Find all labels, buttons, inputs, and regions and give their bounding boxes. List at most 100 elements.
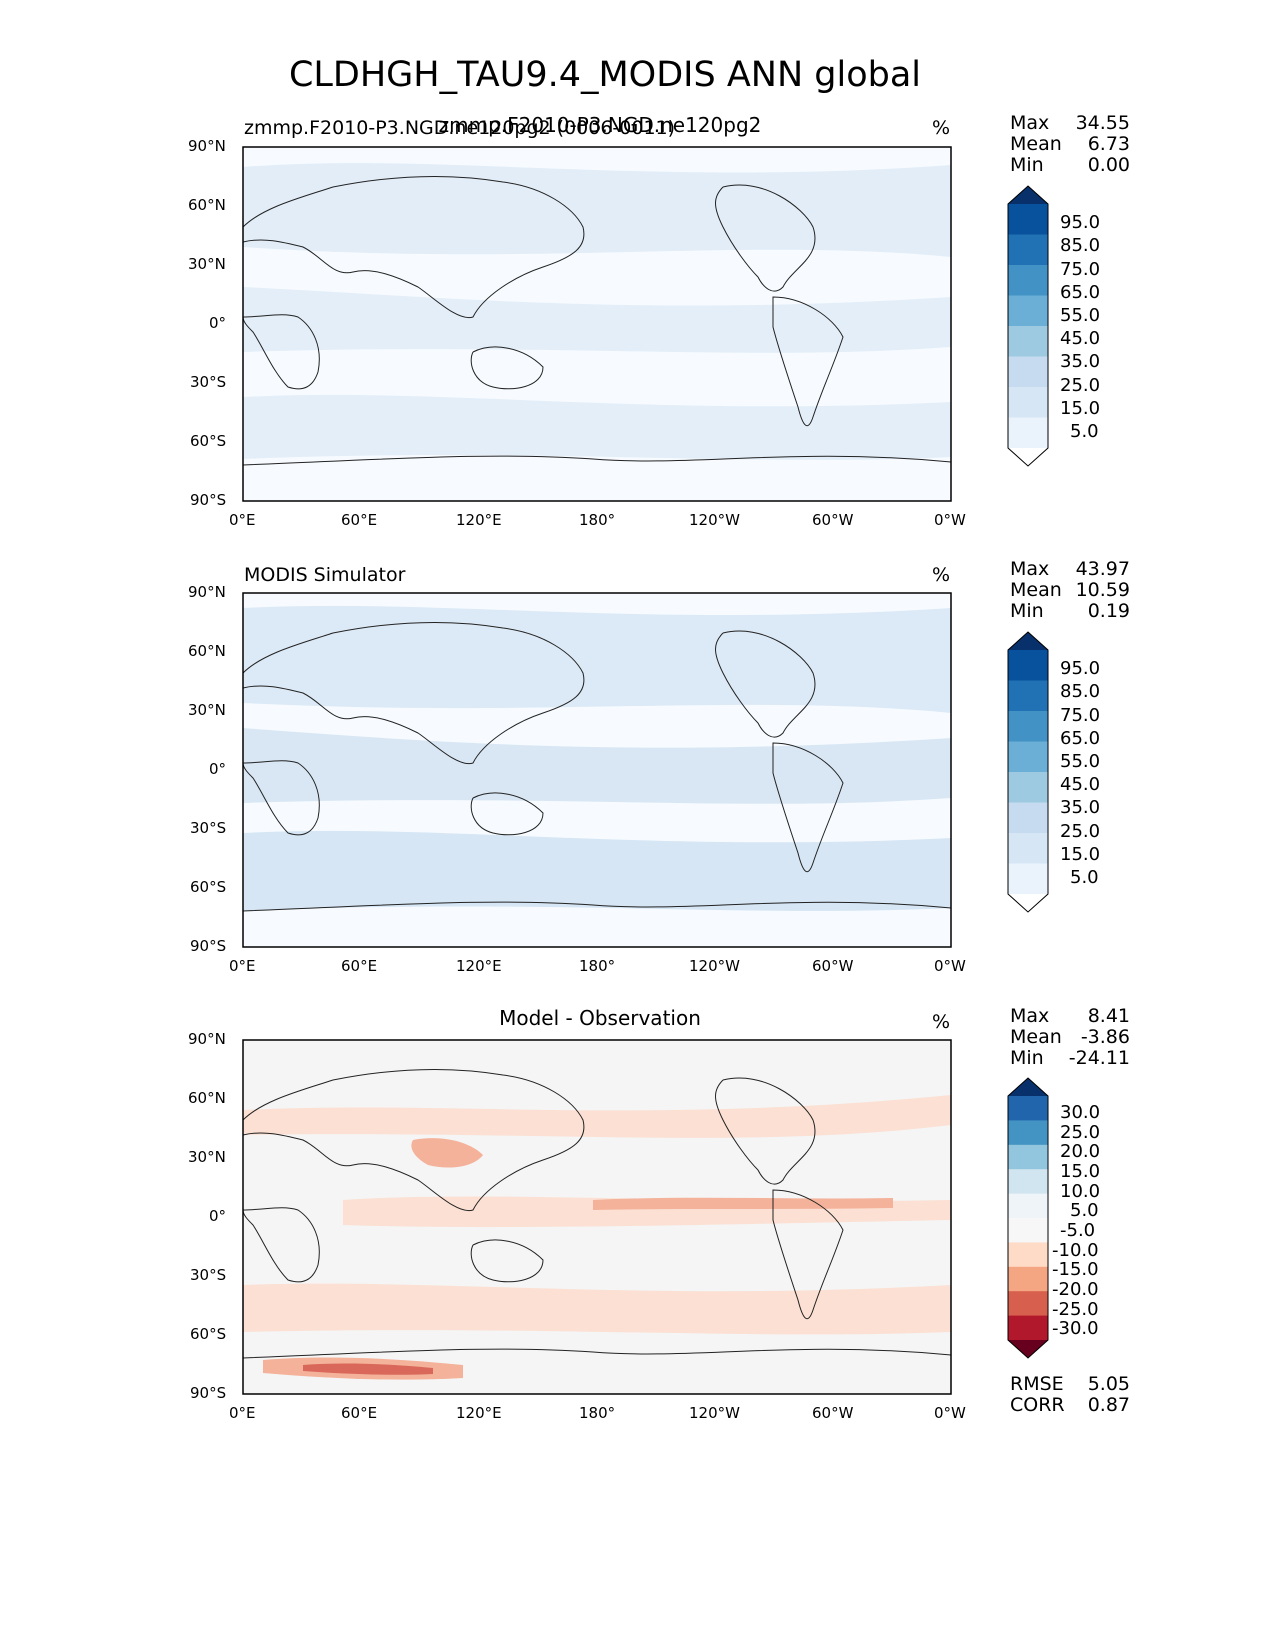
panel2-stat-min-value: 0.19 [1087,600,1130,622]
panel3-lon-tick: 120°E [456,1404,502,1422]
diff-band-north [243,1095,951,1138]
panel2-colorbar-tick: 35.0 [1060,797,1101,818]
panel1-colorbar-tick: 65.0 [1060,282,1101,303]
panel3-lon-tick: 60°W [812,1404,854,1422]
panel3-colorbar-tick: 15.0 [1060,1161,1101,1182]
panel1-center-label: zmmp.F2010-P3.NGD.ne120pg2 [438,113,762,137]
colorbar-segment [1008,204,1048,235]
panel3-corr-label: CORR [1010,1394,1065,1416]
colorbar-outline [1007,185,1049,467]
colorbar-outline [1007,1077,1049,1359]
panel1-colorbar-tick: 75.0 [1060,259,1101,280]
colorbar-segment [1008,295,1048,327]
map-frame [242,146,952,502]
panel1-lat-tick: 30°S [190,373,227,391]
panel1-lon-tick: 60°W [812,511,854,529]
panel2-lon-tick: 60°W [812,957,854,975]
figure-title: CLDHGH_TAU9.4_MODIS ANN global [288,55,922,95]
panel2-colorbar-tick: 95.0 [1060,658,1101,679]
panel3-stat-min-value: -24.11 [1068,1047,1130,1069]
panel3-lat-tick: 90°S [190,1384,227,1402]
colorbar-segment [1008,1120,1048,1146]
colorbar-segment [1008,417,1048,449]
panel3-colorbar-tick: 20.0 [1060,1141,1101,1162]
panel1-colorbar-tick: 35.0 [1060,351,1101,372]
panel3-rmse-label: RMSE [1010,1373,1064,1395]
panel1-stat-min-label: Min [1010,154,1044,176]
panel1-colorbar-tick: 85.0 [1060,235,1101,256]
panel3-colorbar-tick: -10.0 [1052,1240,1099,1261]
panel1-lon-tick: 120°W [689,511,740,529]
colorbar-segment [1008,680,1048,712]
panel1-lat-tick: 30°N [188,255,226,273]
panel3-colorbar-tick: -15.0 [1052,1259,1099,1280]
panel3-lon-tick: 60°E [341,1404,378,1422]
colorbar-segment [1008,802,1048,834]
cloud-band-south [243,394,951,460]
panel3-lat-tick: 30°N [188,1148,226,1166]
panel1-lat-tick: 0° [209,314,227,332]
panel3-colorbar-tick: 30.0 [1060,1102,1101,1123]
panel1-colorbar-tick: 95.0 [1060,212,1101,233]
panel3-lon-tick: 0°E [229,1404,256,1422]
panel1-stat-max-label: Max [1010,112,1050,134]
panel2-colorbar-tick: 55.0 [1060,751,1101,772]
panel2-stat-mean-value: 10.59 [1075,579,1130,601]
colorbar-segment [1008,234,1048,266]
panel3-stat-min-label: Min [1010,1047,1044,1069]
colorbar-segment [1008,1266,1048,1292]
panel2-lon-tick: 60°E [341,957,378,975]
panel2-colorbar-tick: 25.0 [1060,821,1101,842]
colorbar-segment [1008,356,1048,388]
colorbar-segment [1008,741,1048,773]
panel2-stat-min-label: Min [1010,600,1044,622]
panel1-lat-tick: 60°S [190,432,227,450]
colorbar-segment [1008,772,1048,803]
panel1-lat-tick: 90°S [190,491,227,509]
cloud-band-south [243,830,951,911]
panel3-lat-tick: 60°S [190,1325,227,1343]
panel2-colorbar-tick: 75.0 [1060,705,1101,726]
panel3-colorbar [1007,1077,1049,1359]
panel1-lon-tick: 0°E [229,511,256,529]
panel2-units: % [932,564,951,586]
panel3-colorbar-tick: 25.0 [1060,1122,1101,1143]
colorbar-segment [1008,1315,1048,1341]
map-frame [242,592,952,948]
panel3-lat-tick: 90°N [188,1030,226,1048]
panel2-stat-max-value: 43.97 [1075,558,1130,580]
panel3-lon-tick: 0°W [934,1404,966,1422]
cloud-band-north [243,163,951,257]
coastlines [242,622,952,912]
panel3-corr-value: 0.87 [1087,1394,1130,1416]
panel1-colorbar-tick: 15.0 [1060,398,1101,419]
panel2-colorbar-tick: 45.0 [1060,774,1101,795]
panel3-lat-tick: 60°N [188,1089,226,1107]
panel1-map [242,146,952,502]
panel2-map [242,592,952,948]
colorbar-segment [1008,863,1048,895]
panel3-rmse-value: 5.05 [1087,1373,1130,1395]
panel3-lon-tick: 180° [579,1404,616,1422]
panel1-stat-max-value: 34.55 [1075,112,1130,134]
colorbar-segment [1008,1078,1048,1096]
colorbar-outline [1007,631,1049,913]
panel2-lat-tick: 30°S [190,819,227,837]
colorbar-segment [1008,1096,1048,1121]
panel1-stat-mean-value: 6.73 [1087,133,1130,155]
panel2-lat-tick: 90°S [190,937,227,955]
panel2-colorbar-tick: 5.0 [1070,867,1099,888]
panel3-stat-mean-value: -3.86 [1080,1026,1130,1048]
panel1-lat-tick: 90°N [188,137,226,155]
diff-antarctic-core [303,1363,433,1375]
panel1-colorbar-tick: 25.0 [1060,375,1101,396]
panel3-lat-tick: 0° [209,1207,227,1225]
panel1-colorbar [1007,185,1049,467]
panel3-colorbar-tick: -25.0 [1052,1299,1099,1320]
panel3-stat-mean-label: Mean [1010,1026,1062,1048]
panel3-colorbar-tick: -5.0 [1060,1220,1096,1241]
panel1-left-label: zmmp.F2010-P3.NGD.ne120pg2 (0006-0011) [244,117,676,139]
panel2-lon-tick: 0°E [229,957,256,975]
cloud-band-tropics [243,287,951,353]
diff-east-asia [411,1138,483,1168]
